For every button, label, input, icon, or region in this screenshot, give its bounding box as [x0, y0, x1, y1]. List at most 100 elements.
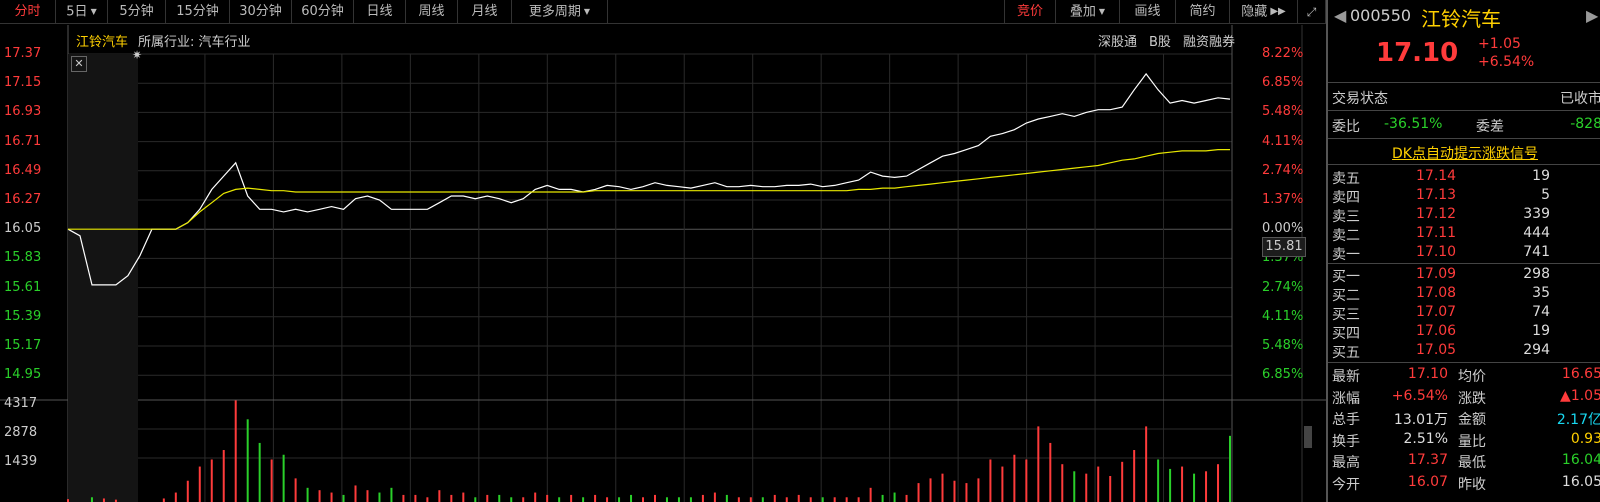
- ask-level-label: 卖四: [1332, 190, 1360, 206]
- bid-price: 17.09: [1416, 266, 1457, 282]
- divider: [1328, 82, 1600, 83]
- tab-5day[interactable]: 5日 ▼: [56, 0, 108, 24]
- ask-price: 17.14: [1416, 168, 1457, 184]
- stock-name: 江铃汽车: [76, 35, 129, 50]
- tab-60min[interactable]: 60分钟: [292, 0, 354, 24]
- volume-bar: [258, 442, 261, 502]
- tag-margin[interactable]: 融资融券: [1182, 35, 1235, 50]
- volume-bar: [414, 494, 417, 502]
- signal-link[interactable]: DK点自动提示涨跌信号: [1392, 146, 1538, 162]
- auction-button[interactable]: 竞价: [1004, 0, 1056, 24]
- stat-value: 2.17亿: [1556, 412, 1600, 428]
- volume-bar: [630, 494, 633, 502]
- bid-level-label: 买一: [1332, 269, 1360, 285]
- volume-bar: [1133, 450, 1136, 502]
- stat-value: 16.04: [1561, 452, 1600, 468]
- stat-value: 13.01万: [1393, 412, 1448, 428]
- volume-bar: [893, 492, 896, 502]
- price-tick-label: 16.05: [4, 221, 42, 237]
- volume-bar: [749, 497, 752, 502]
- tab-weekly[interactable]: 周线: [406, 0, 458, 24]
- volume-bar: [90, 497, 93, 502]
- stat-value: 2.51%: [1403, 430, 1448, 447]
- ask-price: 17.13: [1416, 187, 1457, 203]
- volume-bar: [1205, 471, 1208, 502]
- chart-tags: 深股通 B股 融资融券: [1098, 31, 1247, 50]
- ask-volume: 5: [1541, 187, 1550, 203]
- bid-price: 17.07: [1416, 304, 1457, 320]
- bid-level-label: 买三: [1332, 307, 1360, 323]
- volume-tick-label: 1439: [4, 454, 38, 469]
- volume-bar: [809, 497, 812, 502]
- bid-volume: 19: [1532, 323, 1550, 339]
- ask-volume: 741: [1523, 244, 1550, 260]
- volume-bar: [570, 494, 573, 502]
- chevron-down-icon: ▼: [90, 7, 97, 16]
- stat-label: 昨收: [1458, 476, 1486, 493]
- volume-bar: [713, 492, 716, 502]
- back-arrow-icon[interactable]: ◀: [1334, 6, 1347, 25]
- collapse-handle[interactable]: [1304, 426, 1312, 448]
- volume-bar: [785, 497, 788, 502]
- tag-b-share[interactable]: B股: [1149, 35, 1171, 50]
- tab-30min[interactable]: 30分钟: [230, 0, 292, 24]
- volume-bar: [67, 499, 69, 502]
- volume-bar: [162, 498, 165, 502]
- ask-level-label: 卖五: [1332, 171, 1360, 187]
- stat-value: 16.65: [1561, 366, 1600, 382]
- hide-button[interactable]: 隐藏 ▶▶: [1230, 0, 1298, 24]
- volume-bar: [833, 497, 836, 502]
- tab-15min[interactable]: 15分钟: [166, 0, 230, 24]
- volume-bar: [426, 497, 429, 502]
- volume-bar: [869, 487, 872, 502]
- pct-tick-label: 4.11%: [1262, 133, 1304, 149]
- pct-tick-label: 6.85%: [1262, 367, 1304, 383]
- tab-daily[interactable]: 日线: [354, 0, 406, 24]
- volume-bar: [210, 459, 213, 502]
- forward-arrow-icon[interactable]: ▶: [1586, 6, 1599, 25]
- expand-icon[interactable]: ⤢: [1298, 0, 1326, 24]
- pct-tick-label: 0.00%: [1262, 221, 1304, 237]
- tab-monthly[interactable]: 月线: [458, 0, 512, 24]
- price-tick-label: 17.37: [4, 46, 42, 61]
- volume-bar: [342, 494, 345, 502]
- industry-label: 所属行业: 汽车行业: [138, 35, 251, 50]
- stat-label: 金额: [1458, 412, 1486, 428]
- divider: [1328, 138, 1600, 139]
- volume-bar: [330, 492, 333, 502]
- intraday-chart[interactable]: ✷ 17.37 17.15 16.93 16.71 16.49 16.27 16.05 15.…: [0, 25, 1326, 502]
- volume-bar: [534, 492, 537, 502]
- stat-label: 最低: [1458, 455, 1486, 471]
- volume-bar: [953, 480, 956, 502]
- commission-ratio-label: 委比: [1332, 119, 1360, 135]
- bid-level-label: 买二: [1332, 288, 1360, 304]
- volume-bar: [1109, 476, 1112, 502]
- pct-tick-label: 8.22%: [1262, 46, 1304, 61]
- volume-bar: [486, 494, 489, 502]
- tab-more-periods[interactable]: 更多周期 ▼: [512, 0, 608, 24]
- tag-hk-connect[interactable]: 深股通: [1098, 35, 1138, 50]
- price-tick-label: 16.27: [4, 192, 42, 207]
- commission-diff-value: -828: [1570, 116, 1600, 132]
- volume-bar: [102, 498, 105, 502]
- commission-diff-label: 委差: [1476, 119, 1504, 135]
- volume-bar: [929, 478, 932, 502]
- simple-mode-button[interactable]: 简约: [1176, 0, 1230, 24]
- tab-5min[interactable]: 5分钟: [108, 0, 166, 24]
- volume-bar: [1061, 464, 1064, 502]
- volume-bar: [1085, 473, 1088, 502]
- bid-level-label: 买四: [1332, 326, 1360, 342]
- close-icon[interactable]: ✕: [71, 56, 87, 72]
- avg-line: [68, 148, 1230, 230]
- tab-intraday[interactable]: 分时: [0, 0, 56, 24]
- stat-label: 最高: [1332, 455, 1360, 471]
- divider: [1328, 362, 1600, 363]
- stat-value: 17.37: [1407, 452, 1448, 468]
- volume-bar: [1025, 459, 1028, 502]
- draw-line-button[interactable]: 画线: [1120, 0, 1176, 24]
- bid-level-label: 买五: [1332, 345, 1360, 361]
- overlay-button[interactable]: 叠加 ▼: [1056, 0, 1120, 24]
- bid-price: 17.08: [1416, 285, 1457, 301]
- price-tick-label: 16.49: [4, 162, 42, 178]
- pct-tick-label: 1.37%: [1262, 192, 1304, 207]
